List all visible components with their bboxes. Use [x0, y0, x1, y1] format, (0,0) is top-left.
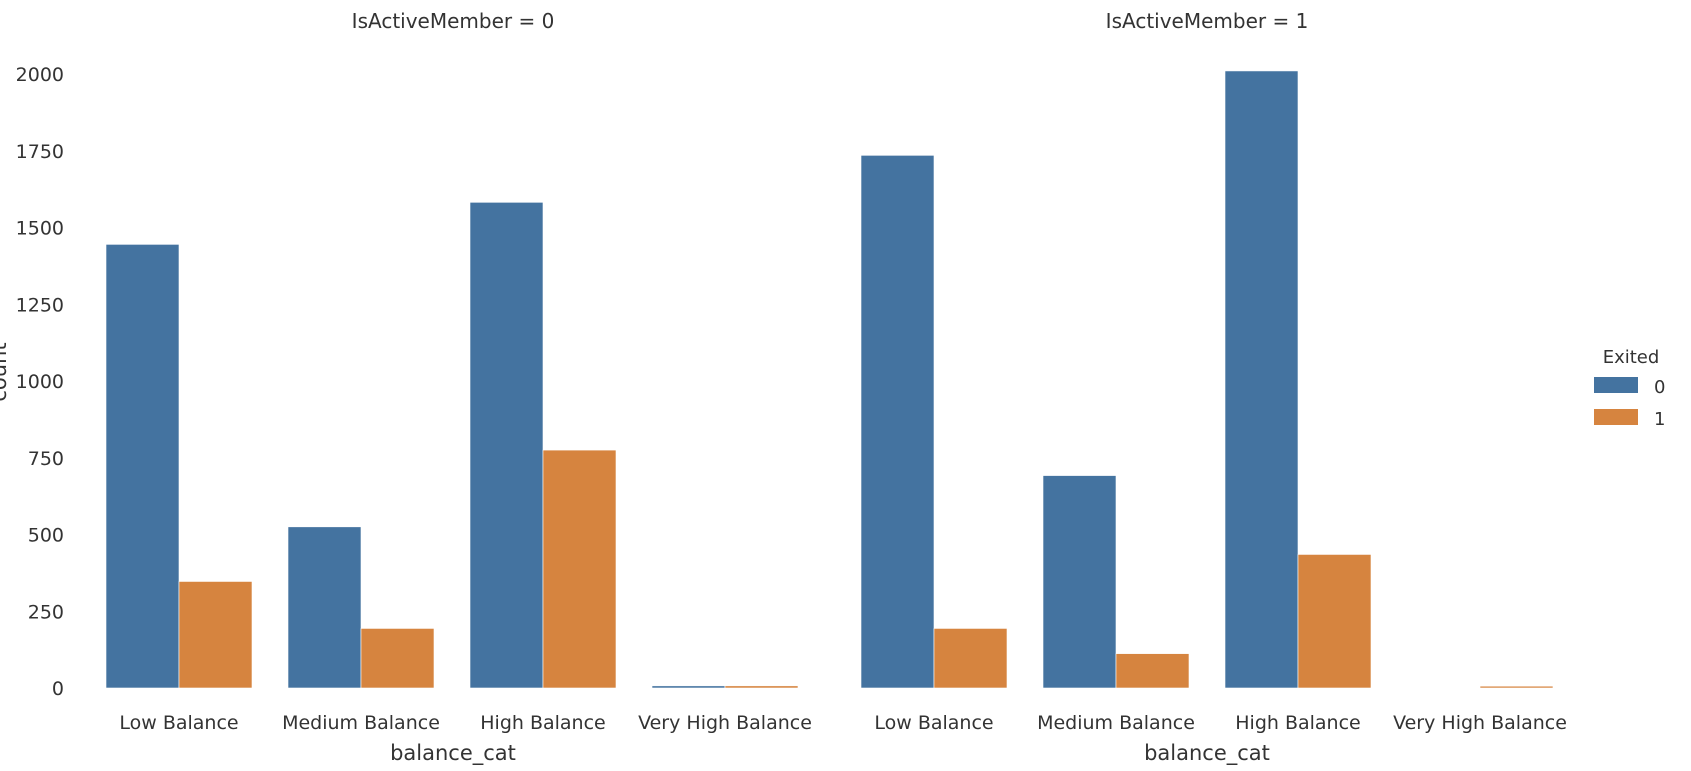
bar-low-balance-exited-1	[178, 581, 253, 689]
y-tick-labels: 0 250 500 750 1000 1250 1500 1750 2000	[16, 64, 64, 700]
bar-very-high-balance-exited-0	[651, 685, 726, 689]
y-tick-label: 1500	[16, 218, 64, 240]
bar-high-balance-exited-0	[1224, 70, 1299, 689]
y-tick-label: 750	[28, 448, 64, 470]
bar-high-balance-exited-1	[542, 449, 617, 689]
bar-very-high-balance-exited-1	[724, 685, 799, 689]
bar-low-balance-exited-0	[105, 244, 180, 689]
bar-medium-balance-exited-1	[1115, 653, 1190, 689]
x-tick-label: High Balance	[480, 712, 606, 734]
bar-medium-balance-exited-1	[360, 628, 435, 689]
bar-high-balance-exited-0	[469, 202, 544, 689]
x-tick-label: Low Balance	[874, 712, 993, 734]
x-tick-label: High Balance	[1235, 712, 1361, 734]
bar-very-high-balance-exited-1	[1479, 685, 1554, 689]
x-tick-label: Very High Balance	[638, 712, 812, 734]
legend-label-1: 1	[1654, 409, 1665, 430]
x-tick-label: Medium Balance	[282, 712, 440, 734]
legend-title: Exited	[1603, 347, 1660, 368]
legend: Exited 0 1	[1594, 347, 1665, 430]
x-tick-label: Very High Balance	[1393, 712, 1567, 734]
legend-swatch-1	[1594, 409, 1638, 425]
x-tick-labels: Low Balance Medium Balance High Balance Ver…	[874, 712, 1567, 734]
y-tick-label: 500	[28, 525, 64, 547]
y-tick-label: 250	[28, 601, 64, 623]
legend-swatch-0	[1594, 377, 1638, 393]
y-tick-label: 2000	[16, 64, 64, 86]
y-tick-label: 1000	[16, 371, 64, 393]
y-tick-label: 1250	[16, 294, 64, 316]
x-tick-labels: Low Balance Medium Balance High Balance Ver…	[119, 712, 812, 734]
bar-high-balance-exited-1	[1297, 554, 1372, 689]
bar-medium-balance-exited-0	[1042, 475, 1117, 689]
bar-low-balance-exited-1	[933, 628, 1008, 689]
panel-title: IsActiveMember = 1	[1106, 9, 1309, 33]
panel-title: IsActiveMember = 0	[352, 9, 555, 33]
x-tick-label: Medium Balance	[1037, 712, 1195, 734]
x-axis-label: balance_cat	[1144, 741, 1270, 766]
panel-isactivemember-1: IsActiveMember = 1 Low Balance Medium Bal…	[860, 9, 1567, 766]
y-tick-label: 1750	[16, 141, 64, 163]
bars	[860, 70, 1554, 689]
x-axis-label: balance_cat	[390, 741, 516, 766]
y-axis-label: count	[0, 342, 11, 401]
panel-isactivemember-0: IsActiveMember = 0 0 250 500 750 1000 1250 150…	[16, 9, 812, 766]
x-tick-label: Low Balance	[119, 712, 238, 734]
legend-label-0: 0	[1654, 377, 1665, 398]
bars	[105, 202, 799, 689]
y-tick-label: 0	[52, 678, 64, 700]
bar-medium-balance-exited-0	[287, 526, 362, 689]
bar-low-balance-exited-0	[860, 155, 935, 689]
